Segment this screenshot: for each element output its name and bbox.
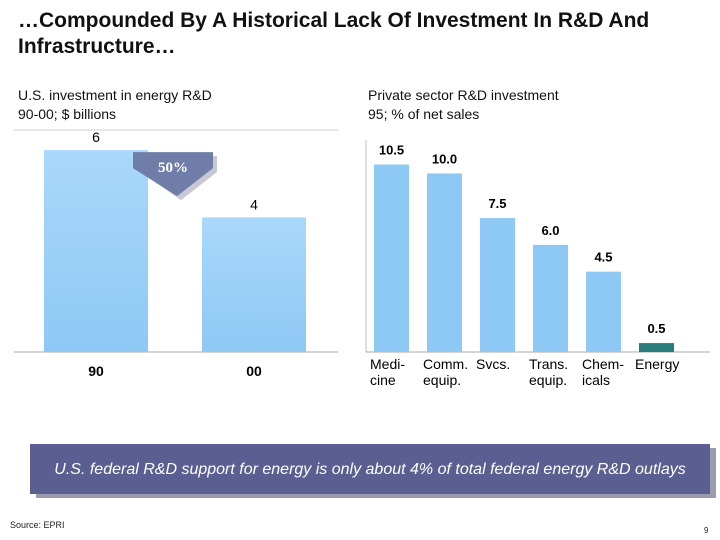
category-label-2-line-0: Svcs. — [476, 356, 510, 372]
category-label-4-line-0: Chem- — [582, 356, 624, 372]
category-label-4-line-1: icals — [582, 372, 610, 388]
bar-energy — [639, 343, 674, 352]
page-title: …Compounded By A Historical Lack Of Inve… — [18, 9, 650, 58]
category-label-0-line-0: Medi- — [370, 356, 405, 372]
bar-trans — [533, 244, 568, 352]
decline-annotation: 50% — [158, 160, 188, 176]
left-chart-title: U.S. investment in energy R&D — [18, 87, 212, 103]
value-label-0: 10.5 — [379, 143, 404, 158]
bar-90 — [44, 150, 148, 352]
category-label-3-line-1: equip. — [529, 372, 567, 388]
category-label-0-line-1: cine — [370, 372, 396, 388]
category-label-1-line-0: Comm. — [423, 356, 468, 372]
bar-chem — [586, 271, 621, 352]
decline-arrow — [133, 152, 217, 201]
bar-svcs — [480, 218, 515, 352]
value-label-90: 6 — [92, 129, 100, 145]
category-label-1-line-1: equip. — [423, 372, 461, 388]
energy-rd-investment-chart: 6 90 4 00 50% — [14, 129, 338, 379]
left-chart-subtitle: 90-00; $ billions — [18, 106, 117, 122]
category-label-90: 90 — [88, 363, 104, 379]
right-chart-title-block: Private sector R&D investment 95; % of n… — [368, 86, 559, 124]
category-label-00: 00 — [246, 363, 262, 379]
bar-medi — [374, 164, 409, 352]
arrow-body — [133, 152, 213, 197]
category-label-5-line-0: Energy — [635, 356, 679, 372]
bar-00 — [202, 217, 306, 352]
right-chart-title: Private sector R&D investment — [368, 87, 559, 103]
source-note: Source: EPRI — [10, 520, 65, 530]
key-message-text: U.S. federal R&D support for energy is o… — [54, 460, 686, 478]
value-label-1: 10.0 — [432, 151, 457, 166]
right-chart-subtitle: 95; % of net sales — [368, 106, 480, 122]
value-label-5: 0.5 — [647, 321, 665, 336]
category-label-3-line-0: Trans. — [529, 356, 568, 372]
left-chart-title-block: U.S. investment in energy R&D 90-00; $ b… — [18, 86, 212, 124]
value-label-4: 4.5 — [594, 250, 612, 265]
key-message-banner: U.S. federal R&D support for energy is o… — [30, 444, 710, 494]
value-label-2: 7.5 — [488, 196, 506, 211]
value-label-3: 6.0 — [541, 223, 559, 238]
page-number: 9 — [704, 526, 709, 535]
value-label-00: 4 — [250, 196, 258, 212]
bar-comm — [427, 173, 462, 352]
